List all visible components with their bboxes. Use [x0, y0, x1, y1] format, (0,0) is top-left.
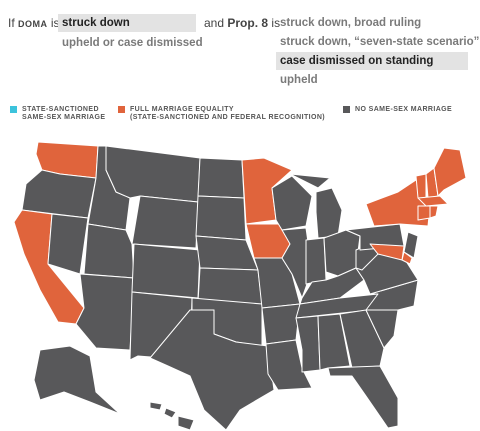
prop8-option-seven-state[interactable]: struck down, “seven-state scenario” — [280, 36, 480, 48]
state-ne — [195, 235, 259, 271]
prop8-option-upheld[interactable]: upheld — [280, 74, 318, 86]
state-az — [75, 273, 135, 351]
if-label: If DOMA is — [8, 16, 60, 30]
legend-label-full-equality: FULL MARRIAGE EQUALITY (STATE-SANCTIONED … — [130, 106, 326, 121]
state-al — [317, 313, 351, 371]
state-md — [369, 243, 405, 261]
legend-swatch-full-equality — [118, 106, 125, 113]
state-ks — [197, 267, 263, 305]
state-nv — [47, 213, 89, 275]
us-map — [13, 141, 467, 431]
state-hi — [149, 401, 195, 431]
state-ut — [83, 223, 135, 279]
state-vt — [415, 173, 427, 199]
state-mt — [105, 145, 201, 203]
legend-swatch-no-marriage — [343, 106, 350, 113]
state-fl — [327, 365, 399, 429]
state-ar — [261, 303, 301, 345]
doma-label: DOMA — [18, 19, 48, 29]
state-ma — [417, 195, 449, 207]
doma-option-struck-down[interactable]: struck down — [58, 14, 196, 32]
state-co — [131, 243, 201, 299]
state-nj — [403, 231, 419, 259]
state-nd — [197, 157, 245, 199]
state-sd — [195, 195, 247, 241]
state-la — [265, 339, 313, 391]
state-ct — [417, 205, 431, 221]
prop8-option-broad[interactable]: struck down, broad ruling — [280, 17, 422, 29]
prop8-label: and Prop. 8 is — [204, 16, 281, 30]
state-ri — [429, 205, 439, 219]
legend-swatch-state-sanctioned — [10, 106, 17, 113]
state-ak — [33, 345, 121, 415]
state-wi — [271, 175, 313, 231]
state-il — [281, 227, 313, 299]
state-me — [433, 147, 467, 197]
state-tx — [149, 309, 275, 431]
prop8-option-standing[interactable]: case dismissed on standing — [276, 52, 468, 70]
legend-label-no-marriage: NO SAME-SEX MARRIAGE — [355, 106, 453, 113]
state-or — [21, 169, 97, 219]
state-wy — [131, 195, 199, 249]
legend-label-state-sanctioned: STATE-SANCTIONED SAME-SEX MARRIAGE — [22, 106, 106, 121]
state-ga — [339, 309, 385, 369]
state-in — [305, 237, 327, 285]
doma-option-upheld[interactable]: upheld or case dismissed — [62, 37, 203, 49]
state-ms — [295, 315, 321, 373]
